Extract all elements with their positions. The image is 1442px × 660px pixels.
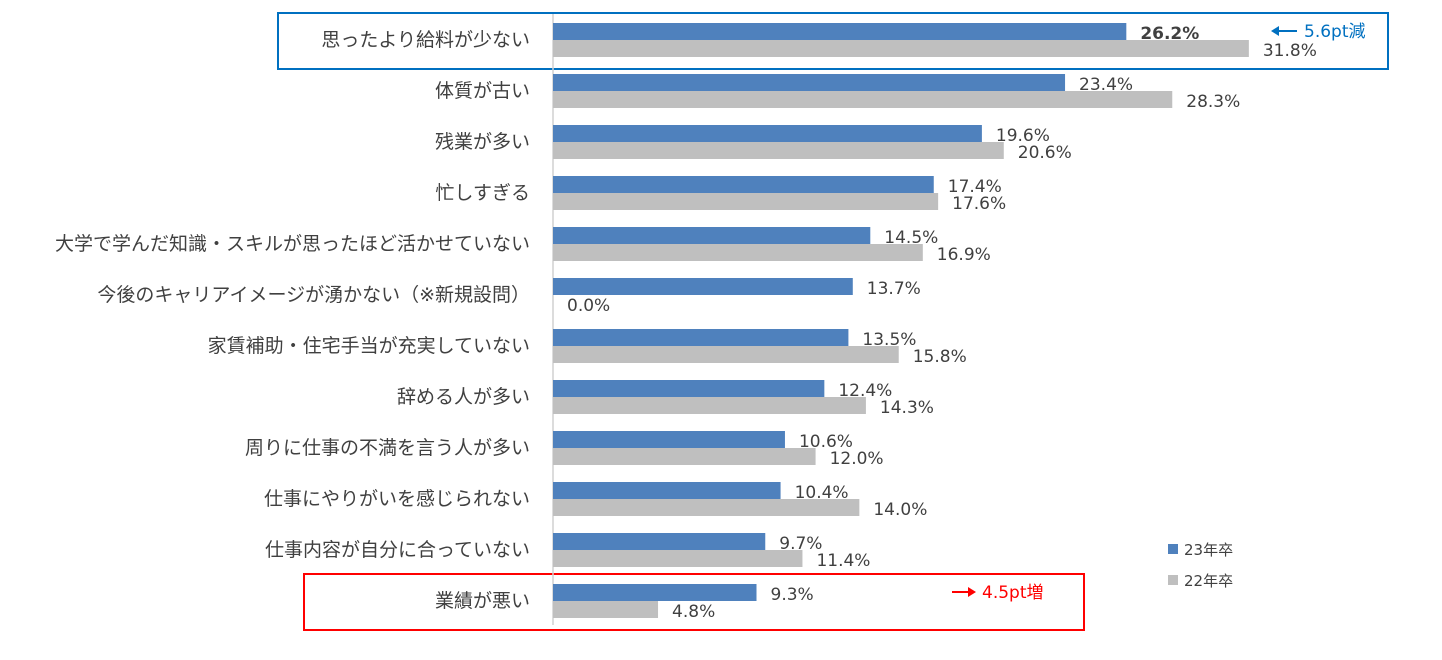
value-label-22: 17.6% bbox=[952, 194, 1006, 214]
value-label-23: 9.3% bbox=[771, 585, 814, 605]
highlight-box-increase bbox=[303, 573, 1085, 631]
value-label-22: 4.8% bbox=[672, 602, 715, 622]
bar-23 bbox=[553, 23, 1127, 40]
annotation-decrease: 5.6pt減 bbox=[1271, 22, 1366, 42]
value-label-23: 19.6% bbox=[996, 126, 1050, 146]
value-label-22: 31.8% bbox=[1263, 41, 1317, 61]
category-label: 辞める人が多い bbox=[397, 386, 530, 408]
value-label-22: 14.0% bbox=[873, 500, 927, 520]
legend-swatch-23 bbox=[1168, 544, 1178, 554]
value-label-23: 9.7% bbox=[779, 534, 822, 554]
bar-22 bbox=[553, 142, 1004, 159]
value-label-22: 28.3% bbox=[1186, 92, 1240, 112]
value-label-22: 0.0% bbox=[567, 296, 610, 316]
bar-23 bbox=[553, 74, 1066, 91]
bar-23 bbox=[553, 584, 757, 601]
bar-22 bbox=[553, 397, 866, 414]
category-label: 今後のキャリアイメージが湧かない（※新規設問） bbox=[97, 284, 530, 306]
bar-23 bbox=[553, 380, 825, 397]
category-label: 仕事にやりがいを感じられない bbox=[264, 488, 530, 510]
bar-22 bbox=[553, 499, 860, 516]
legend-label-22: 22年卒 bbox=[1184, 572, 1233, 590]
left-arrowhead-icon bbox=[1271, 26, 1279, 36]
bar-22 bbox=[553, 601, 659, 618]
value-label-23: 14.5% bbox=[884, 228, 938, 248]
value-label-22: 12.0% bbox=[830, 449, 884, 469]
category-label: 体質が古い bbox=[435, 80, 530, 102]
bar-23 bbox=[553, 125, 982, 142]
bar-22 bbox=[553, 91, 1173, 108]
annotation-increase: 4.5pt増 bbox=[952, 583, 1044, 603]
category-label: 家賃補助・住宅手当が充実していない bbox=[208, 335, 530, 357]
bar-22 bbox=[553, 40, 1249, 57]
value-label-22: 11.4% bbox=[816, 551, 870, 571]
value-label-23: 23.4% bbox=[1079, 75, 1133, 95]
value-label-22: 14.3% bbox=[880, 398, 934, 418]
right-arrowhead-icon bbox=[968, 587, 976, 597]
highlight-box-decrease bbox=[277, 12, 1389, 70]
category-label: 業績が悪い bbox=[435, 590, 530, 612]
value-label-23: 10.6% bbox=[799, 432, 853, 452]
legend-swatch-22 bbox=[1168, 575, 1178, 585]
category-label: 思ったより給料が少ない bbox=[321, 29, 530, 51]
legend-label-23: 23年卒 bbox=[1184, 541, 1233, 559]
bar-22 bbox=[553, 550, 803, 567]
bar-23 bbox=[553, 482, 781, 499]
bar-23 bbox=[553, 278, 853, 295]
bar-22 bbox=[553, 193, 939, 210]
category-label: 周りに仕事の不満を言う人が多い bbox=[245, 437, 530, 459]
value-label-23: 10.4% bbox=[795, 483, 849, 503]
category-label: 大学で学んだ知識・スキルが思ったほど活かせていない bbox=[55, 233, 530, 255]
category-label: 残業が多い bbox=[435, 131, 530, 153]
annotation-text: 4.5pt増 bbox=[982, 583, 1044, 603]
value-label-22: 15.8% bbox=[913, 347, 967, 367]
value-label-23: 26.2% bbox=[1140, 24, 1199, 44]
legend: 23年卒 22年卒 bbox=[1168, 541, 1233, 590]
bar-22 bbox=[553, 244, 923, 261]
value-label-23: 13.7% bbox=[867, 279, 921, 299]
value-label-22: 20.6% bbox=[1018, 143, 1072, 163]
bar-23 bbox=[553, 533, 766, 550]
bar-22 bbox=[553, 346, 899, 363]
value-label-23: 13.5% bbox=[862, 330, 916, 350]
annotation-text: 5.6pt減 bbox=[1304, 22, 1366, 42]
value-label-23: 17.4% bbox=[948, 177, 1002, 197]
value-label-23: 12.4% bbox=[838, 381, 892, 401]
bar-23 bbox=[553, 329, 849, 346]
bar-23 bbox=[553, 176, 934, 193]
value-label-22: 16.9% bbox=[937, 245, 991, 265]
category-label: 忙しすぎる bbox=[435, 182, 530, 204]
category-label: 仕事内容が自分に合っていない bbox=[265, 539, 530, 561]
bar-23 bbox=[553, 431, 785, 448]
bar-22 bbox=[553, 448, 816, 465]
bar-23 bbox=[553, 227, 871, 244]
